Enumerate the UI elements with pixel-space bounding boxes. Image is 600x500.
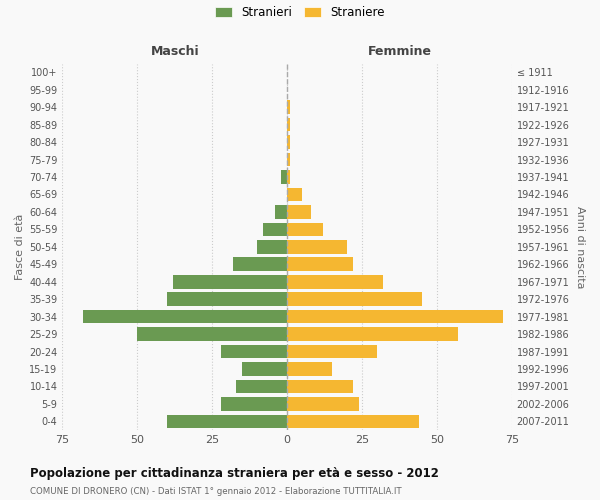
Legend: Stranieri, Straniere: Stranieri, Straniere <box>215 6 385 19</box>
Bar <box>287 310 503 324</box>
Bar <box>287 205 311 218</box>
Bar <box>236 380 287 394</box>
Bar <box>287 380 353 394</box>
Bar <box>287 100 290 114</box>
Text: Maschi: Maschi <box>151 46 199 59</box>
Text: COMUNE DI DRONERO (CN) - Dati ISTAT 1° gennaio 2012 - Elaborazione TUTTITALIA.IT: COMUNE DI DRONERO (CN) - Dati ISTAT 1° g… <box>30 487 401 496</box>
Bar <box>287 240 347 254</box>
Y-axis label: Anni di nascita: Anni di nascita <box>575 206 585 288</box>
Bar <box>287 258 353 271</box>
Bar <box>233 258 287 271</box>
Bar <box>137 328 287 341</box>
Bar <box>287 345 377 358</box>
Bar <box>263 222 287 236</box>
Bar <box>287 292 422 306</box>
Bar <box>242 362 287 376</box>
Bar <box>281 170 287 184</box>
Bar <box>221 345 287 358</box>
Bar <box>287 170 290 184</box>
Bar <box>221 397 287 411</box>
Bar <box>275 205 287 218</box>
Bar <box>287 275 383 288</box>
Bar <box>83 310 287 324</box>
Bar <box>287 328 458 341</box>
Bar <box>287 188 302 202</box>
Bar <box>287 222 323 236</box>
Bar <box>287 118 290 132</box>
Bar <box>287 136 290 149</box>
Text: Femmine: Femmine <box>367 46 431 59</box>
Y-axis label: Fasce di età: Fasce di età <box>15 214 25 280</box>
Text: Popolazione per cittadinanza straniera per età e sesso - 2012: Popolazione per cittadinanza straniera p… <box>30 468 439 480</box>
Bar <box>167 292 287 306</box>
Bar <box>287 152 290 166</box>
Bar <box>287 397 359 411</box>
Bar <box>173 275 287 288</box>
Bar <box>287 414 419 428</box>
Bar <box>167 414 287 428</box>
Bar <box>257 240 287 254</box>
Bar <box>287 362 332 376</box>
